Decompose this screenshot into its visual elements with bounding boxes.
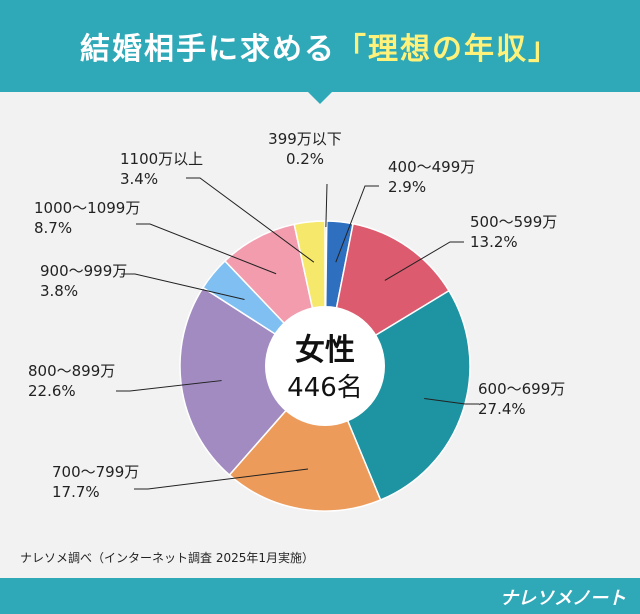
leader-line-9 [186, 177, 315, 263]
leader-line-7 [121, 273, 245, 301]
slice-value-label: 13.2% [470, 233, 518, 251]
slice-value-label: 27.4% [478, 400, 526, 418]
leader-line-2 [335, 185, 379, 263]
pie-chart-svg: 399万以下 0.2% 400～499万 2.9% 500～599万 13.2% 600～6… [28, 130, 565, 512]
slice-category-label: 399万以下 [268, 130, 342, 148]
title-banner: 結婚相手に求める「理想の年収」 [0, 0, 640, 92]
slice-category-label: 900～999万 [40, 262, 127, 280]
slice-category-label: 1100万以上 [120, 150, 203, 168]
leader-line-8 [136, 223, 277, 275]
slice-value-label: 0.2% [286, 150, 324, 168]
slice-value-label: 2.9% [388, 178, 426, 196]
slice-value-label: 22.6% [28, 382, 76, 400]
slice-category-label: 800～899万 [28, 362, 115, 380]
brand-logo: ナレソメノート [500, 588, 626, 609]
center-circle [265, 306, 385, 426]
pie-slice-6 [179, 286, 327, 477]
slice-value-label: 3.4% [120, 170, 158, 188]
title-banner-notch [308, 92, 332, 104]
source-note: ナレソメ調べ（インターネット調査 2025年1月実施） [20, 551, 314, 565]
slice-value-label: 8.7% [34, 219, 72, 237]
title-main: 結婚相手に求める [80, 32, 336, 67]
slice-value-label: 17.7% [52, 483, 100, 501]
leader-line-5 [134, 468, 309, 490]
footer-bar: ナレソメノート [0, 578, 640, 614]
leader-line-6 [116, 380, 222, 392]
slice-category-label: 600～699万 [478, 380, 565, 398]
slice-category-label: 500～599万 [470, 213, 557, 231]
slice-category-label: 700～799万 [52, 463, 139, 481]
slice-category-label: 400～499万 [388, 158, 475, 176]
page-title: 結婚相手に求める「理想の年収」 [80, 24, 560, 68]
pie-slice-5 [228, 364, 382, 512]
leader-line-4 [424, 397, 479, 405]
pie-chart: 399万以下 0.2% 400～499万 2.9% 500～599万 13.2% 600～6… [0, 104, 640, 544]
title-accent: 「理想の年収」 [336, 32, 560, 67]
leader-line-1 [325, 183, 328, 228]
slice-value-label: 3.8% [40, 282, 78, 300]
pie-slice-4 [324, 289, 471, 501]
center-label: 女性 [295, 333, 355, 368]
slice-category-label: 1000～1099万 [34, 199, 140, 217]
leader-line-3 [384, 241, 464, 281]
center-count: 446名 [287, 373, 363, 403]
